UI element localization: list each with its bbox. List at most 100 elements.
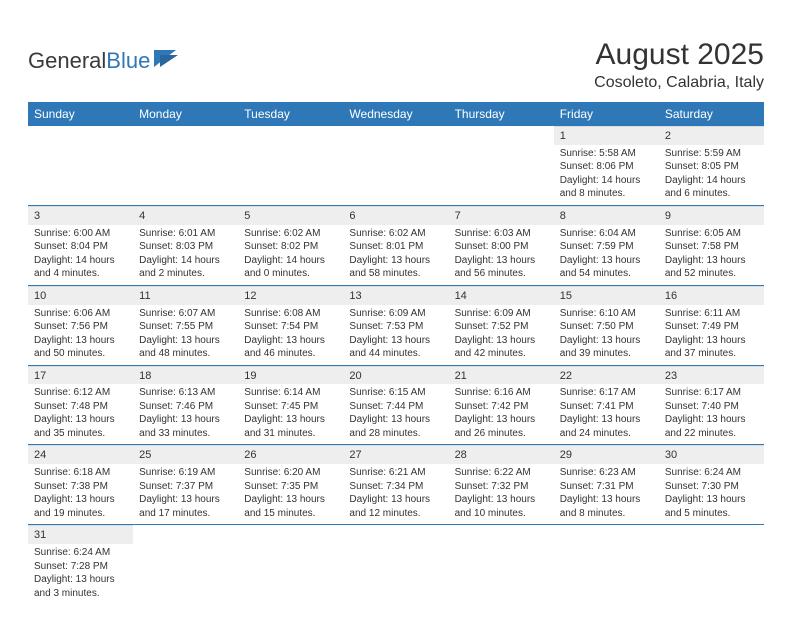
day-number: 18 (133, 366, 238, 385)
sunset-text: Sunset: 7:28 PM (34, 560, 127, 574)
day-number: 22 (554, 366, 659, 385)
calendar-cell: 15Sunrise: 6:10 AMSunset: 7:50 PMDayligh… (554, 285, 659, 365)
sunrise-text: Sunrise: 6:16 AM (455, 386, 548, 400)
sunrise-text: Sunrise: 6:17 AM (665, 386, 758, 400)
day1-text: Daylight: 13 hours (349, 334, 442, 348)
calendar-cell: 3Sunrise: 6:00 AMSunset: 8:04 PMDaylight… (28, 205, 133, 285)
day2-text: and 6 minutes. (665, 187, 758, 201)
weekday-header: Friday (554, 102, 659, 126)
day2-text: and 15 minutes. (244, 507, 337, 521)
calendar-cell: 16Sunrise: 6:11 AMSunset: 7:49 PMDayligh… (659, 285, 764, 365)
sunrise-text: Sunrise: 6:17 AM (560, 386, 653, 400)
sunset-text: Sunset: 8:05 PM (665, 160, 758, 174)
calendar-cell: 18Sunrise: 6:13 AMSunset: 7:46 PMDayligh… (133, 365, 238, 445)
calendar-cell: 6Sunrise: 6:02 AMSunset: 8:01 PMDaylight… (343, 205, 448, 285)
day-number: 8 (554, 206, 659, 225)
calendar-week-row: 24Sunrise: 6:18 AMSunset: 7:38 PMDayligh… (28, 445, 764, 525)
sunrise-text: Sunrise: 6:03 AM (455, 227, 548, 241)
calendar-cell: 4Sunrise: 6:01 AMSunset: 8:03 PMDaylight… (133, 205, 238, 285)
calendar-cell (449, 126, 554, 205)
day1-text: Daylight: 13 hours (244, 334, 337, 348)
day-number: 6 (343, 206, 448, 225)
flag-icon (154, 48, 180, 74)
day2-text: and 31 minutes. (244, 427, 337, 441)
day1-text: Daylight: 13 hours (455, 413, 548, 427)
day-number: 10 (28, 286, 133, 305)
sunset-text: Sunset: 7:49 PM (665, 320, 758, 334)
sunset-text: Sunset: 7:45 PM (244, 400, 337, 414)
sunrise-text: Sunrise: 6:01 AM (139, 227, 232, 241)
day2-text: and 26 minutes. (455, 427, 548, 441)
calendar-week-row: 17Sunrise: 6:12 AMSunset: 7:48 PMDayligh… (28, 365, 764, 445)
sunrise-text: Sunrise: 6:08 AM (244, 307, 337, 321)
calendar-cell: 26Sunrise: 6:20 AMSunset: 7:35 PMDayligh… (238, 445, 343, 525)
sunrise-text: Sunrise: 6:09 AM (349, 307, 442, 321)
sunrise-text: Sunrise: 6:13 AM (139, 386, 232, 400)
day2-text: and 17 minutes. (139, 507, 232, 521)
sunset-text: Sunset: 7:38 PM (34, 480, 127, 494)
sunset-text: Sunset: 8:06 PM (560, 160, 653, 174)
sunset-text: Sunset: 8:01 PM (349, 240, 442, 254)
logo-text-1: General (28, 48, 106, 74)
day2-text: and 50 minutes. (34, 347, 127, 361)
sunrise-text: Sunrise: 6:02 AM (244, 227, 337, 241)
day2-text: and 24 minutes. (560, 427, 653, 441)
sunrise-text: Sunrise: 6:04 AM (560, 227, 653, 241)
day2-text: and 48 minutes. (139, 347, 232, 361)
calendar-cell: 27Sunrise: 6:21 AMSunset: 7:34 PMDayligh… (343, 445, 448, 525)
calendar-page: GeneralBlue August 2025 Cosoleto, Calabr… (0, 0, 792, 624)
weekday-header: Thursday (449, 102, 554, 126)
calendar-cell: 2Sunrise: 5:59 AMSunset: 8:05 PMDaylight… (659, 126, 764, 205)
day-number: 16 (659, 286, 764, 305)
sunrise-text: Sunrise: 5:58 AM (560, 147, 653, 161)
sunset-text: Sunset: 7:48 PM (34, 400, 127, 414)
day2-text: and 5 minutes. (665, 507, 758, 521)
calendar-cell: 7Sunrise: 6:03 AMSunset: 8:00 PMDaylight… (449, 205, 554, 285)
calendar-cell: 9Sunrise: 6:05 AMSunset: 7:58 PMDaylight… (659, 205, 764, 285)
day-number: 14 (449, 286, 554, 305)
sunrise-text: Sunrise: 6:07 AM (139, 307, 232, 321)
calendar-cell: 20Sunrise: 6:15 AMSunset: 7:44 PMDayligh… (343, 365, 448, 445)
day1-text: Daylight: 13 hours (455, 254, 548, 268)
calendar-cell: 1Sunrise: 5:58 AMSunset: 8:06 PMDaylight… (554, 126, 659, 205)
sunset-text: Sunset: 7:58 PM (665, 240, 758, 254)
day1-text: Daylight: 14 hours (560, 174, 653, 188)
sunrise-text: Sunrise: 6:24 AM (34, 546, 127, 560)
calendar-cell: 10Sunrise: 6:06 AMSunset: 7:56 PMDayligh… (28, 285, 133, 365)
day2-text: and 42 minutes. (455, 347, 548, 361)
day2-text: and 8 minutes. (560, 187, 653, 201)
calendar-cell (659, 525, 764, 604)
day1-text: Daylight: 14 hours (139, 254, 232, 268)
sunset-text: Sunset: 7:53 PM (349, 320, 442, 334)
calendar-cell (554, 525, 659, 604)
logo: GeneralBlue (28, 38, 180, 74)
calendar-cell: 17Sunrise: 6:12 AMSunset: 7:48 PMDayligh… (28, 365, 133, 445)
calendar-cell: 21Sunrise: 6:16 AMSunset: 7:42 PMDayligh… (449, 365, 554, 445)
day1-text: Daylight: 13 hours (34, 334, 127, 348)
day1-text: Daylight: 13 hours (349, 413, 442, 427)
day2-text: and 3 minutes. (34, 587, 127, 601)
day1-text: Daylight: 13 hours (665, 413, 758, 427)
day2-text: and 4 minutes. (34, 267, 127, 281)
day1-text: Daylight: 13 hours (34, 493, 127, 507)
day2-text: and 8 minutes. (560, 507, 653, 521)
sunset-text: Sunset: 8:04 PM (34, 240, 127, 254)
day2-text: and 44 minutes. (349, 347, 442, 361)
sunset-text: Sunset: 7:50 PM (560, 320, 653, 334)
sunrise-text: Sunrise: 6:20 AM (244, 466, 337, 480)
sunrise-text: Sunrise: 6:00 AM (34, 227, 127, 241)
day1-text: Daylight: 13 hours (244, 493, 337, 507)
calendar-cell (238, 525, 343, 604)
sunrise-text: Sunrise: 6:19 AM (139, 466, 232, 480)
sunset-text: Sunset: 7:56 PM (34, 320, 127, 334)
sunset-text: Sunset: 8:02 PM (244, 240, 337, 254)
weekday-header-row: Sunday Monday Tuesday Wednesday Thursday… (28, 102, 764, 126)
calendar-cell (343, 126, 448, 205)
day1-text: Daylight: 13 hours (349, 493, 442, 507)
day-number: 25 (133, 445, 238, 464)
calendar-body: 1Sunrise: 5:58 AMSunset: 8:06 PMDaylight… (28, 126, 764, 604)
day2-text: and 52 minutes. (665, 267, 758, 281)
sunrise-text: Sunrise: 6:21 AM (349, 466, 442, 480)
day-number: 15 (554, 286, 659, 305)
day-number: 7 (449, 206, 554, 225)
